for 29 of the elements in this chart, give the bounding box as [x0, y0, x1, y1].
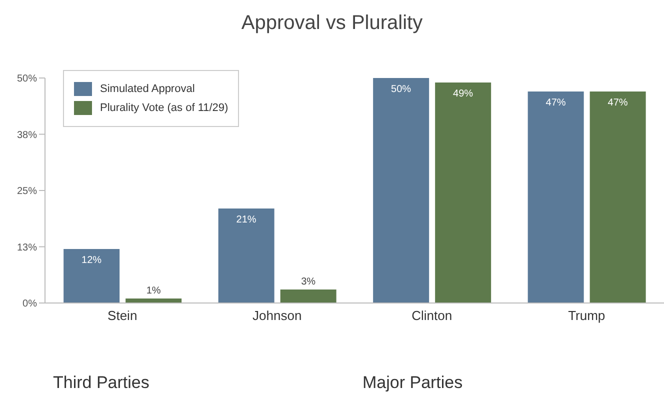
x-tick-label: Johnson — [252, 308, 302, 324]
text: 21% — [236, 214, 256, 226]
text: 12% — [82, 255, 102, 266]
bar — [218, 208, 274, 303]
legend-label: Plurality Vote (as of 11/29) — [100, 102, 228, 114]
text: 3% — [301, 276, 316, 288]
bar — [435, 82, 492, 303]
y-tick-label: 25% — [16, 186, 38, 198]
text: 47% — [608, 98, 628, 108]
text: 50% — [391, 84, 412, 95]
x-tick-label: Stein — [108, 308, 138, 324]
legend-label: Simulated Approval — [100, 83, 195, 95]
x-tick-label: Trump — [568, 308, 606, 324]
x-tick-label: Clinton — [412, 308, 452, 324]
text: Major Parties — [362, 373, 463, 393]
bar — [280, 290, 336, 303]
y-tick-label: 13% — [16, 242, 38, 254]
y-tick-label: 38% — [16, 130, 38, 141]
y-tick-label: 50% — [16, 74, 38, 85]
bar — [590, 92, 646, 303]
text: 47% — [546, 98, 566, 108]
bar — [64, 249, 120, 303]
y-tick-label: 0% — [22, 298, 38, 310]
text: 49% — [453, 88, 474, 100]
text: Third Parties — [53, 373, 150, 393]
bar — [373, 78, 430, 303]
text: 1% — [146, 286, 161, 296]
bar — [528, 92, 584, 303]
chart-title: Approval vs Plurality — [240, 12, 424, 35]
